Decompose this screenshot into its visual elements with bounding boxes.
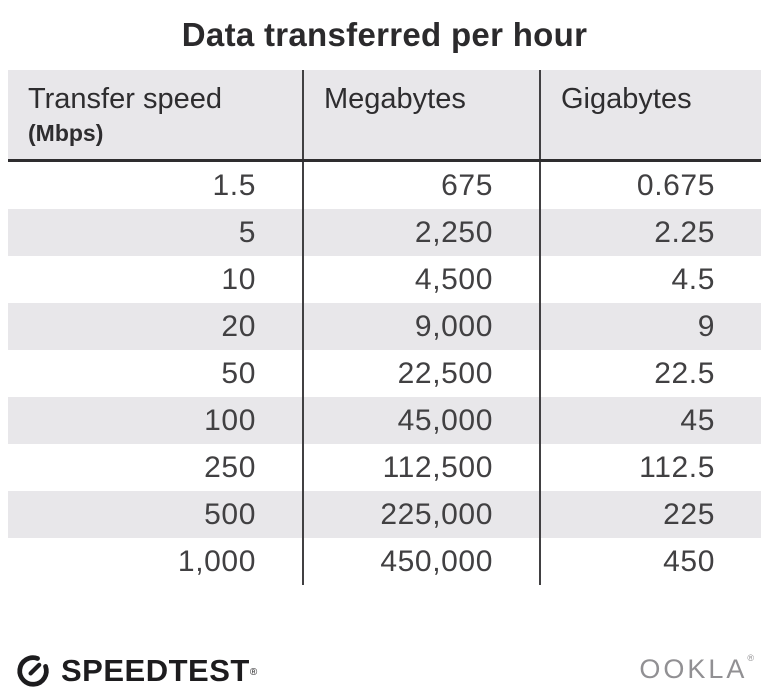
- table-cell: 2.25: [539, 209, 761, 256]
- table-cell: 100: [204, 404, 256, 437]
- table-row: 20 9,000 9: [8, 303, 761, 350]
- data-table: Transfer speed (Mbps) Megabytes Gigabyte…: [8, 70, 761, 585]
- table-cell: 22,500: [302, 350, 539, 397]
- table-cell: 45: [539, 397, 761, 444]
- table-row: 1.5 675 0.675: [8, 162, 761, 209]
- table-row: 50 22,500 22.5: [8, 350, 761, 397]
- table-row: 1,000 450,000 450: [8, 538, 761, 585]
- ookla-logo: OOKLA®: [639, 654, 757, 685]
- column-header-megabytes: Megabytes: [302, 70, 539, 159]
- table-cell: 225,000: [302, 491, 539, 538]
- table-row: 100 45,000 45: [8, 397, 761, 444]
- table-cell: 225: [539, 491, 761, 538]
- table-row: 5 2,250 2.25: [8, 209, 761, 256]
- table-cell: 250: [204, 451, 256, 484]
- footer: SPEEDTEST ® OOKLA®: [0, 638, 769, 698]
- table-cell: 0.675: [539, 162, 761, 209]
- table-header-row: Transfer speed (Mbps) Megabytes Gigabyte…: [8, 70, 761, 162]
- speedtest-gauge-icon: [17, 655, 49, 687]
- table-cell: 4,500: [302, 256, 539, 303]
- table-cell: 2,250: [302, 209, 539, 256]
- table-row: 10 4,500 4.5: [8, 256, 761, 303]
- table-cell: 20: [221, 310, 256, 343]
- table-cell: 675: [302, 162, 539, 209]
- table-cell: 50: [221, 357, 256, 390]
- table-row: 500 225,000 225: [8, 491, 761, 538]
- speedtest-registered-mark: ®: [249, 667, 258, 678]
- table-cell: 10: [221, 263, 256, 296]
- table-cell: 112,500: [302, 444, 539, 491]
- table-cell: 9,000: [302, 303, 539, 350]
- column-header-transfer-speed-label: Transfer speed: [28, 83, 222, 115]
- table-cell: 500: [204, 498, 256, 531]
- table-cell: 112.5: [539, 444, 761, 491]
- column-header-transfer-speed: Transfer speed (Mbps): [8, 70, 302, 159]
- table-row: 250 112,500 112.5: [8, 444, 761, 491]
- table-cell: 5: [238, 216, 256, 249]
- table-cell: 1,000: [177, 545, 256, 578]
- table-cell: 45,000: [302, 397, 539, 444]
- page-title: Data transferred per hour: [181, 16, 588, 53]
- table-body: 1.5 675 0.675 5 2,250 2.25 10 4,500 4.5 20 9,000 9 5…: [8, 162, 761, 585]
- table-cell: 4.5: [539, 256, 761, 303]
- ookla-wordmark: OOKLA: [639, 654, 748, 684]
- speedtest-wordmark: SPEEDTEST: [61, 653, 250, 688]
- ookla-registered-mark: ®: [747, 653, 757, 663]
- table-cell: 450: [539, 538, 761, 585]
- speedtest-logo: SPEEDTEST ®: [14, 652, 257, 690]
- column-header-gigabytes: Gigabytes: [539, 70, 761, 159]
- column-header-transfer-speed-unit: (Mbps): [28, 120, 104, 147]
- table-cell: 1.5: [212, 169, 256, 202]
- table-cell: 22.5: [539, 350, 761, 397]
- table-cell: 9: [539, 303, 761, 350]
- table-cell: 450,000: [302, 538, 539, 585]
